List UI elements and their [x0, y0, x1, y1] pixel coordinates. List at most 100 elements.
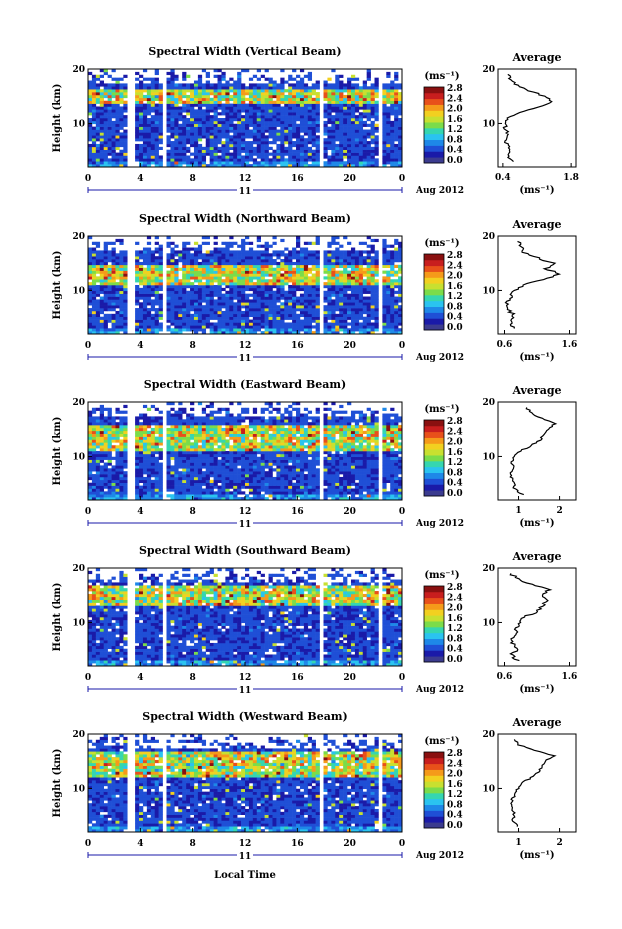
- heatmap-cell: [335, 302, 340, 306]
- heatmap-cell: [280, 238, 285, 243]
- profile-x-tick-label: 1.6: [562, 340, 578, 350]
- heatmap-cell: [103, 89, 108, 93]
- heatmap-cell: [280, 261, 285, 266]
- heatmap-cell: [139, 459, 144, 463]
- heatmap-cell: [347, 138, 352, 142]
- heatmap-cell: [339, 109, 344, 113]
- heatmap-cell: [268, 299, 273, 303]
- heatmap-cell: [146, 138, 152, 142]
- heatmap-cell: [260, 135, 265, 139]
- heatmap-cell: [288, 112, 293, 116]
- heatmap-cell: [103, 276, 108, 280]
- heatmap-cell: [390, 89, 395, 93]
- heatmap-cell: [135, 471, 140, 475]
- heatmap-cell: [88, 299, 93, 303]
- heatmap-cell: [303, 132, 309, 136]
- heatmap-cell: [335, 264, 340, 268]
- heatmap-cell: [347, 322, 352, 326]
- heatmap-cell: [354, 305, 360, 309]
- heatmap-cell: [139, 120, 144, 125]
- heatmap-cell: [170, 448, 175, 452]
- heatmap-cell: [150, 103, 156, 107]
- heatmap-cell: [170, 296, 175, 300]
- heatmap-cell: [123, 419, 128, 423]
- heatmap-cell: [260, 276, 265, 280]
- heatmap-cell: [241, 103, 246, 107]
- heatmap-cell: [382, 138, 387, 142]
- heatmap-cell: [201, 97, 207, 101]
- heatmap-cell: [335, 164, 340, 168]
- heatmap-cell: [166, 155, 171, 159]
- heatmap-cell: [248, 328, 254, 332]
- heatmap-cell: [315, 305, 320, 309]
- heatmap-cell: [288, 276, 293, 280]
- heatmap-cell: [111, 112, 116, 116]
- heatmap-cell: [272, 316, 277, 320]
- heatmap-cell: [245, 141, 250, 145]
- heatmap-cell: [366, 146, 371, 150]
- heatmap-cell: [103, 474, 108, 478]
- heatmap-cell: [135, 445, 140, 449]
- heatmap-cell: [311, 285, 316, 289]
- heatmap-cell: [111, 129, 116, 133]
- heatmap-cell: [99, 109, 104, 113]
- heatmap-cell: [327, 97, 332, 101]
- heatmap-cell: [186, 164, 191, 168]
- heatmap-cell: [209, 273, 214, 277]
- heatmap-cell: [115, 453, 120, 458]
- heatmap-cell: [217, 158, 222, 162]
- heatmap-cell: [88, 247, 93, 251]
- heatmap-cell: [142, 285, 148, 289]
- heatmap-cell: [299, 143, 305, 148]
- heatmap-cell: [292, 287, 297, 292]
- heatmap-cell: [197, 152, 203, 156]
- heatmap-cell: [237, 77, 242, 81]
- heatmap-cell: [382, 161, 387, 165]
- heatmap-cell: [252, 296, 258, 300]
- heatmap-cell: [186, 112, 191, 116]
- heatmap-cell: [307, 241, 313, 245]
- heatmap-cell: [307, 164, 313, 168]
- heatmap-cell: [91, 256, 97, 260]
- heatmap-cell: [347, 115, 352, 119]
- heatmap-cell: [221, 106, 226, 110]
- heatmap-cell: [386, 328, 391, 332]
- heatmap-cell: [135, 474, 140, 478]
- heatmap-cell: [335, 316, 340, 320]
- heatmap-cell: [95, 494, 101, 498]
- heatmap-cell: [272, 120, 277, 125]
- heatmap-cell: [166, 141, 171, 145]
- heatmap-cell: [327, 331, 332, 335]
- heatmap-cell: [209, 155, 214, 159]
- heatmap-cell: [260, 129, 265, 133]
- heatmap-cell: [394, 302, 399, 306]
- heatmap-cell: [205, 120, 210, 125]
- heatmap-cell: [374, 80, 379, 84]
- heatmap-cell: [115, 302, 120, 306]
- heatmap-cell: [166, 86, 171, 90]
- heatmap-cell: [288, 259, 293, 263]
- heatmap-cell: [111, 416, 116, 420]
- heatmap-cell: [186, 305, 191, 309]
- heatmap-cell: [280, 69, 285, 73]
- heatmap-cell: [201, 69, 207, 73]
- heatmap-cell: [123, 451, 128, 455]
- heatmap-cell: [280, 161, 285, 165]
- heatmap-cell: [99, 282, 104, 286]
- heatmap-cell: [248, 256, 254, 260]
- heatmap-cell: [99, 445, 104, 449]
- heatmap-cell: [299, 305, 305, 309]
- heatmap-cell: [256, 236, 261, 240]
- heatmap-cell: [209, 290, 214, 294]
- heatmap-cell: [374, 238, 379, 243]
- heatmap-cell: [296, 259, 301, 263]
- heatmap-cell: [280, 138, 285, 142]
- heatmap-cell: [103, 433, 108, 437]
- heatmap-cell: [382, 253, 387, 257]
- heatmap-cell: [142, 126, 148, 130]
- heatmap-cell: [123, 138, 128, 142]
- heatmap-cell: [358, 259, 364, 263]
- heatmap-cell: [170, 445, 175, 449]
- heatmap-cell: [315, 322, 320, 326]
- heatmap-cell: [91, 479, 97, 483]
